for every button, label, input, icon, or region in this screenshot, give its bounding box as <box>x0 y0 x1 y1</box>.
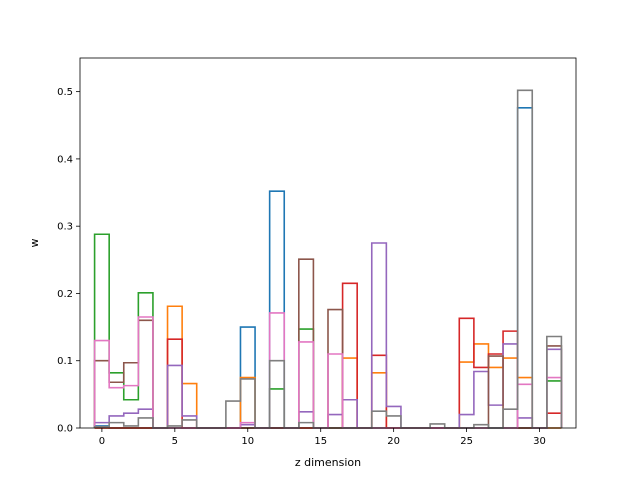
y-tick-label: 0.3 <box>57 222 73 233</box>
x-axis: 0 5 10 15 20 25 30 <box>99 428 546 447</box>
plot-frame <box>79 57 577 429</box>
x-axis-label: z dimension <box>295 456 361 469</box>
y-tick-label: 0.5 <box>57 87 73 98</box>
x-tick-label: 25 <box>460 436 473 447</box>
y-tick-label: 0.4 <box>57 154 73 165</box>
x-tick-label: 20 <box>387 436 400 447</box>
x-tick-label: 10 <box>241 436 254 447</box>
x-tick-label: 30 <box>533 436 546 447</box>
y-axis: 0.0 0.1 0.2 0.3 0.4 0.5 <box>57 87 80 435</box>
y-tick-label: 0.1 <box>57 356 73 367</box>
x-tick-label: 15 <box>314 436 327 447</box>
x-tick-label: 5 <box>172 436 178 447</box>
y-tick-label: 0.2 <box>57 289 73 300</box>
x-tick-label: 0 <box>99 436 105 447</box>
y-tick-label: 0.0 <box>57 424 73 435</box>
y-axis-label: w <box>28 239 41 248</box>
